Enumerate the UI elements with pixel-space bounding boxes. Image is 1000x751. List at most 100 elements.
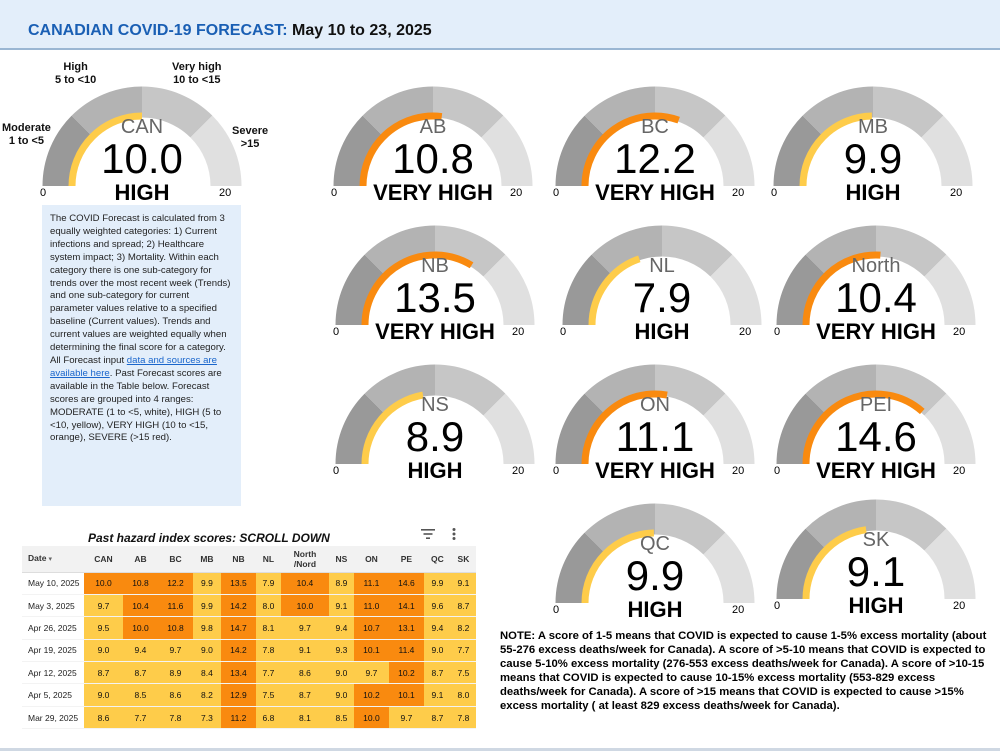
- gauge-level: VERY HIGH: [373, 180, 493, 205]
- more-options-icon[interactable]: [448, 526, 460, 542]
- gauge-band-severe: [924, 254, 976, 326]
- gauge-region-label: BC: [641, 116, 669, 138]
- score-cell: 9.9: [423, 572, 451, 595]
- gauge-max-label: 20: [950, 187, 963, 199]
- gauge-band-moderate: [773, 115, 825, 187]
- column-header[interactable]: CAN: [84, 546, 123, 573]
- column-header-date[interactable]: Date ▾: [22, 546, 84, 573]
- row-date: Apr 26, 2025: [22, 616, 84, 640]
- gauge-min-label: 0: [771, 187, 778, 199]
- score-cell: 9.9: [192, 572, 221, 595]
- gauge-min-label: 0: [333, 326, 340, 338]
- table-row[interactable]: May 10, 2025 10.0 10.8 12.2 9.9 13.5 7.9 10.4 8.…: [22, 572, 476, 595]
- score-cell: 8.7: [280, 683, 329, 707]
- gauge-level: VERY HIGH: [375, 319, 495, 344]
- gauge-band-high: [584, 364, 656, 416]
- score-cell: 7.8: [157, 706, 193, 730]
- gauge-region-label: NL: [649, 255, 675, 277]
- row-date: Apr 12, 2025: [22, 661, 84, 685]
- gauge-arc: [555, 503, 755, 604]
- gauge-band-high: [591, 225, 663, 277]
- gauge-mb: MB 9.9 HIGH 0 20: [763, 76, 983, 211]
- score-cell: 8.9: [157, 661, 193, 685]
- score-cell: 9.7: [157, 639, 193, 663]
- gauge-min-label: 0: [774, 465, 781, 477]
- gauge-band-moderate: [776, 254, 828, 326]
- table-row[interactable]: Apr 26, 2025 9.5 10.0 10.8 9.8 14.7 8.1 9.7 9.4 1…: [22, 616, 476, 640]
- gauge-max-label: 20: [953, 326, 966, 338]
- column-header[interactable]: MB: [192, 546, 221, 573]
- gauge-score: 10.4: [835, 274, 917, 321]
- gauge-max-label: 20: [732, 604, 745, 616]
- gauge-arc: [562, 225, 762, 326]
- gauge-band-very-high: [875, 225, 947, 277]
- title-dates: May 10 to 23, 2025: [292, 22, 432, 39]
- column-header[interactable]: NL: [255, 546, 281, 573]
- gauge-band-severe: [924, 393, 976, 465]
- sort-desc-icon[interactable]: ▾: [48, 555, 52, 563]
- score-cell: 9.0: [328, 661, 354, 685]
- score-cell: 9.4: [122, 639, 158, 663]
- gauge-band-moderate: [555, 115, 607, 187]
- column-header[interactable]: NB: [220, 546, 256, 573]
- column-header[interactable]: PE: [388, 546, 424, 573]
- table-row[interactable]: Apr 12, 2025 8.7 8.7 8.9 8.4 13.4 7.7 8.6 9.0 9.7…: [22, 661, 476, 685]
- data-sources-link[interactable]: data and sources are available here: [50, 354, 217, 379]
- gauge-arc: [335, 225, 535, 326]
- gauge-band-moderate: [555, 393, 607, 465]
- score-cell: 7.5: [450, 661, 476, 685]
- table-row[interactable]: Mar 29, 2025 8.6 7.7 7.8 7.3 11.2 6.8 8.1 8.5 10.…: [22, 706, 476, 730]
- column-header[interactable]: SK: [450, 546, 476, 573]
- table-row[interactable]: Apr 5, 2025 9.0 8.5 8.6 8.2 12.9 7.5 8.7 9.0 10.2…: [22, 683, 476, 707]
- gauge-value-bar: [361, 391, 424, 465]
- gauge-band-high: [802, 86, 874, 138]
- gauge-score: 13.5: [394, 274, 476, 321]
- table-row[interactable]: Apr 19, 2025 9.0 9.4 9.7 9.0 14.2 7.8 9.1 9.3 10.…: [22, 639, 476, 663]
- score-cell: 8.1: [280, 706, 329, 730]
- score-cell: 10.8: [122, 572, 158, 595]
- score-cell: 10.0: [84, 572, 123, 595]
- column-header[interactable]: NS: [328, 546, 354, 573]
- gauge-band-very-high: [434, 225, 506, 277]
- column-header[interactable]: QC: [423, 546, 451, 573]
- gauge-value-bar: [802, 390, 925, 465]
- gauge-arc: [42, 86, 242, 187]
- score-cell: 9.4: [423, 616, 451, 640]
- score-cell: 12.2: [157, 572, 193, 595]
- score-cell: 9.0: [84, 683, 123, 707]
- gauge-band-very-high: [654, 503, 726, 555]
- column-header[interactable]: AB: [122, 546, 158, 573]
- score-cell: 7.7: [122, 706, 158, 730]
- scale-label-high-name: High: [63, 61, 88, 73]
- score-cell: 10.4: [280, 572, 329, 595]
- score-cell: 11.2: [220, 706, 256, 730]
- scale-label-severe-range: >15: [240, 138, 260, 150]
- gauge-score: 7.9: [632, 274, 692, 321]
- gauge-min-label: 0: [331, 187, 338, 199]
- gauge-band-moderate: [335, 393, 387, 465]
- score-cell: 8.1: [255, 616, 281, 640]
- gauge-score: 9.1: [846, 548, 906, 595]
- column-header[interactable]: North/Nord: [280, 546, 329, 573]
- column-header[interactable]: ON: [353, 546, 389, 573]
- note-text: NOTE: A score of 1-5 means that COVID is…: [500, 630, 987, 712]
- gauge-band-very-high: [432, 86, 504, 138]
- gauge-arc: [776, 364, 976, 465]
- score-cell: 11.4: [388, 639, 424, 663]
- score-cell: 14.2: [220, 594, 256, 618]
- gauge-value-bar: [581, 529, 655, 604]
- score-cell: 8.6: [84, 706, 123, 730]
- score-cell: 10.2: [388, 661, 424, 685]
- gauge-arc: [335, 364, 535, 465]
- gauge-level: VERY HIGH: [816, 319, 936, 344]
- gauge-min-label: 0: [553, 187, 560, 199]
- score-cell: 14.7: [220, 616, 256, 640]
- table-row[interactable]: May 3, 2025 9.7 10.4 11.6 9.9 14.2 8.0 10.0 9.1 1…: [22, 594, 476, 618]
- info-panel: The COVID Forecast is calculated from 3 …: [42, 205, 241, 506]
- gauge-ns: NS 8.9 HIGH 0 20: [325, 354, 545, 489]
- scale-label-moderate-name: Moderate: [2, 122, 51, 134]
- score-cell: 7.7: [450, 639, 476, 663]
- gauge-band-moderate: [335, 254, 387, 326]
- filter-icon[interactable]: [420, 526, 436, 542]
- column-header[interactable]: BC: [157, 546, 193, 573]
